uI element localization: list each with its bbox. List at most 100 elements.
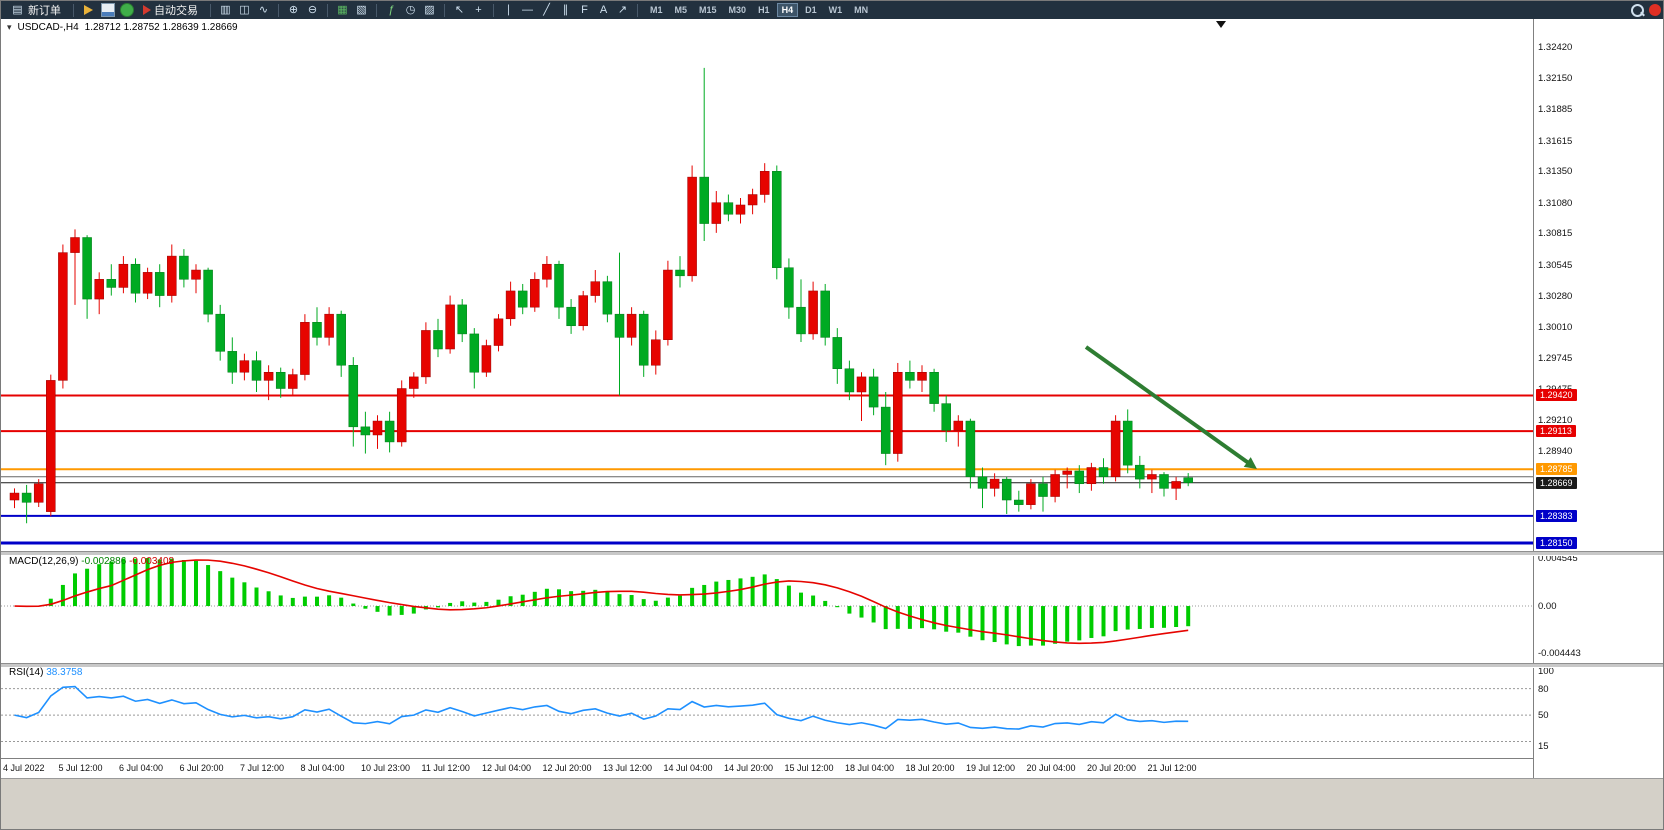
notification-icon[interactable] bbox=[1649, 4, 1661, 16]
rsi-value: 38.3758 bbox=[46, 667, 83, 678]
channel-icon[interactable]: ∥ bbox=[562, 3, 569, 16]
horizontal-line-icon[interactable]: — bbox=[522, 3, 533, 16]
candle-body bbox=[578, 295, 588, 327]
line-chart-icon[interactable]: ∿ bbox=[258, 3, 269, 16]
price-badge-1.28383: 1.28383 bbox=[1536, 509, 1577, 522]
period-icon[interactable]: ◷ bbox=[405, 3, 416, 16]
timeframe-d1[interactable]: D1 bbox=[805, 5, 817, 15]
timeframe-m15[interactable]: M15 bbox=[699, 5, 717, 15]
community-icon[interactable] bbox=[119, 3, 134, 18]
candles-layer bbox=[9, 67, 1193, 524]
candle-body bbox=[1062, 470, 1072, 475]
timeframe-h1[interactable]: H1 bbox=[758, 5, 770, 15]
new-chart-icon[interactable] bbox=[100, 3, 115, 18]
search-icon[interactable] bbox=[1630, 3, 1645, 18]
zoom-in-icon[interactable]: ⊕ bbox=[288, 3, 299, 16]
time-label: 20 Jul 20:00 bbox=[1087, 763, 1137, 773]
templates-icon[interactable]: ▨ bbox=[424, 3, 435, 16]
candle-body bbox=[1159, 474, 1169, 489]
candle-body bbox=[917, 371, 927, 381]
alert-horn-icon[interactable] bbox=[81, 3, 96, 18]
candle-body bbox=[348, 365, 359, 428]
candle-body bbox=[651, 339, 661, 366]
cursor-icon[interactable]: ↖ bbox=[454, 3, 465, 16]
candle-body bbox=[21, 492, 32, 503]
trend-arrow[interactable] bbox=[1084, 345, 1252, 466]
candle-body bbox=[735, 204, 746, 215]
chart-shift-marker[interactable] bbox=[1216, 21, 1226, 28]
time-label: 8 Jul 04:00 bbox=[300, 763, 345, 773]
candle-body bbox=[227, 351, 238, 373]
macd-chart[interactable] bbox=[1, 554, 1533, 663]
candle-body bbox=[409, 376, 419, 389]
macd-main-value: -0.002886 bbox=[81, 556, 127, 567]
timeframe-h4[interactable]: H4 bbox=[776, 3, 799, 17]
chart-collapse-icon[interactable]: ▾ bbox=[7, 22, 12, 32]
timeframe-m30[interactable]: M30 bbox=[728, 5, 747, 15]
candle-body bbox=[832, 337, 843, 370]
candle-body bbox=[251, 360, 262, 381]
bar-chart-icon[interactable]: ▥ bbox=[220, 3, 231, 16]
time-label: 10 Jul 23:00 bbox=[361, 763, 411, 773]
time-label: 6 Jul 20:00 bbox=[179, 763, 224, 773]
price-chart[interactable] bbox=[1, 37, 1533, 551]
indicators-icon[interactable]: ƒ bbox=[388, 3, 395, 16]
candle-body bbox=[772, 171, 782, 268]
price-tick: 1.29745 bbox=[1538, 352, 1573, 364]
candle-body bbox=[288, 374, 298, 389]
auto-trading-button[interactable]: 自动交易 bbox=[138, 2, 203, 18]
candle-body bbox=[118, 263, 129, 288]
horn-shape-icon bbox=[84, 5, 93, 15]
panel-separator[interactable] bbox=[1, 663, 1663, 668]
time-label: 12 Jul 20:00 bbox=[542, 763, 592, 773]
candle-body bbox=[530, 279, 540, 308]
rsi-line bbox=[14, 685, 1189, 730]
time-label: 14 Jul 04:00 bbox=[663, 763, 713, 773]
toolbar-separator bbox=[210, 3, 211, 17]
timeframe-m5[interactable]: M5 bbox=[674, 5, 688, 15]
time-label: 15 Jul 12:00 bbox=[784, 763, 834, 773]
candle-body bbox=[1001, 478, 1012, 501]
timeframe-w1[interactable]: W1 bbox=[828, 5, 843, 15]
auto-trading-label: 自动交易 bbox=[154, 5, 198, 17]
price-badge-1.29420: 1.29420 bbox=[1536, 389, 1577, 402]
timeframe-m1[interactable]: M1 bbox=[650, 5, 663, 15]
candle-body bbox=[590, 281, 601, 296]
candle-body bbox=[965, 420, 976, 478]
macd-tick: 0.004545 bbox=[1538, 553, 1578, 564]
tile-windows-icon[interactable]: ▦ bbox=[337, 3, 348, 16]
text-tool-icon[interactable]: A bbox=[599, 3, 608, 16]
candle-body bbox=[663, 269, 673, 340]
candle-body bbox=[614, 313, 625, 338]
fibonacci-icon[interactable]: F bbox=[581, 3, 588, 16]
timeframe-mn[interactable]: MN bbox=[854, 5, 869, 15]
candle-body bbox=[58, 252, 68, 381]
zoom-out-icon[interactable]: ⊖ bbox=[307, 3, 318, 16]
rsi-chart[interactable] bbox=[1, 666, 1533, 758]
cascade-windows-icon[interactable]: ▧ bbox=[356, 3, 367, 16]
time-label: 20 Jul 04:00 bbox=[1026, 763, 1076, 773]
candle-body bbox=[493, 318, 504, 346]
chart-ohlc-values: 1.28712 1.28752 1.28639 1.28669 bbox=[84, 22, 238, 33]
vertical-line-icon[interactable]: ∣ bbox=[505, 3, 512, 16]
time-label: 21 Jul 12:00 bbox=[1147, 763, 1197, 773]
candle-body bbox=[626, 313, 637, 338]
price-tick: 1.30280 bbox=[1538, 290, 1573, 302]
arrow-tool-icon[interactable]: ↗ bbox=[617, 3, 628, 16]
candle-body bbox=[905, 371, 915, 381]
panel-separator[interactable] bbox=[1, 551, 1663, 556]
toolbar-separator bbox=[278, 3, 279, 17]
new-order-button[interactable]: ▤ 新订单 bbox=[5, 2, 66, 18]
trendline-icon[interactable]: ╱ bbox=[543, 3, 550, 16]
candle-body bbox=[880, 406, 891, 454]
candle-body bbox=[445, 304, 455, 350]
candlestick-chart-icon[interactable]: ◫ bbox=[239, 3, 250, 16]
candle-body bbox=[542, 263, 552, 280]
candle-body bbox=[941, 403, 951, 431]
time-axis[interactable]: 4 Jul 2022 5 Jul 12:00 6 Jul 04:00 6 Jul 20… bbox=[1, 758, 1533, 779]
crosshair-icon[interactable]: + bbox=[475, 3, 482, 16]
candle-body bbox=[638, 313, 649, 366]
rsi-tick: 15 bbox=[1538, 740, 1549, 752]
macd-name: MACD(12,26,9) bbox=[9, 556, 79, 567]
